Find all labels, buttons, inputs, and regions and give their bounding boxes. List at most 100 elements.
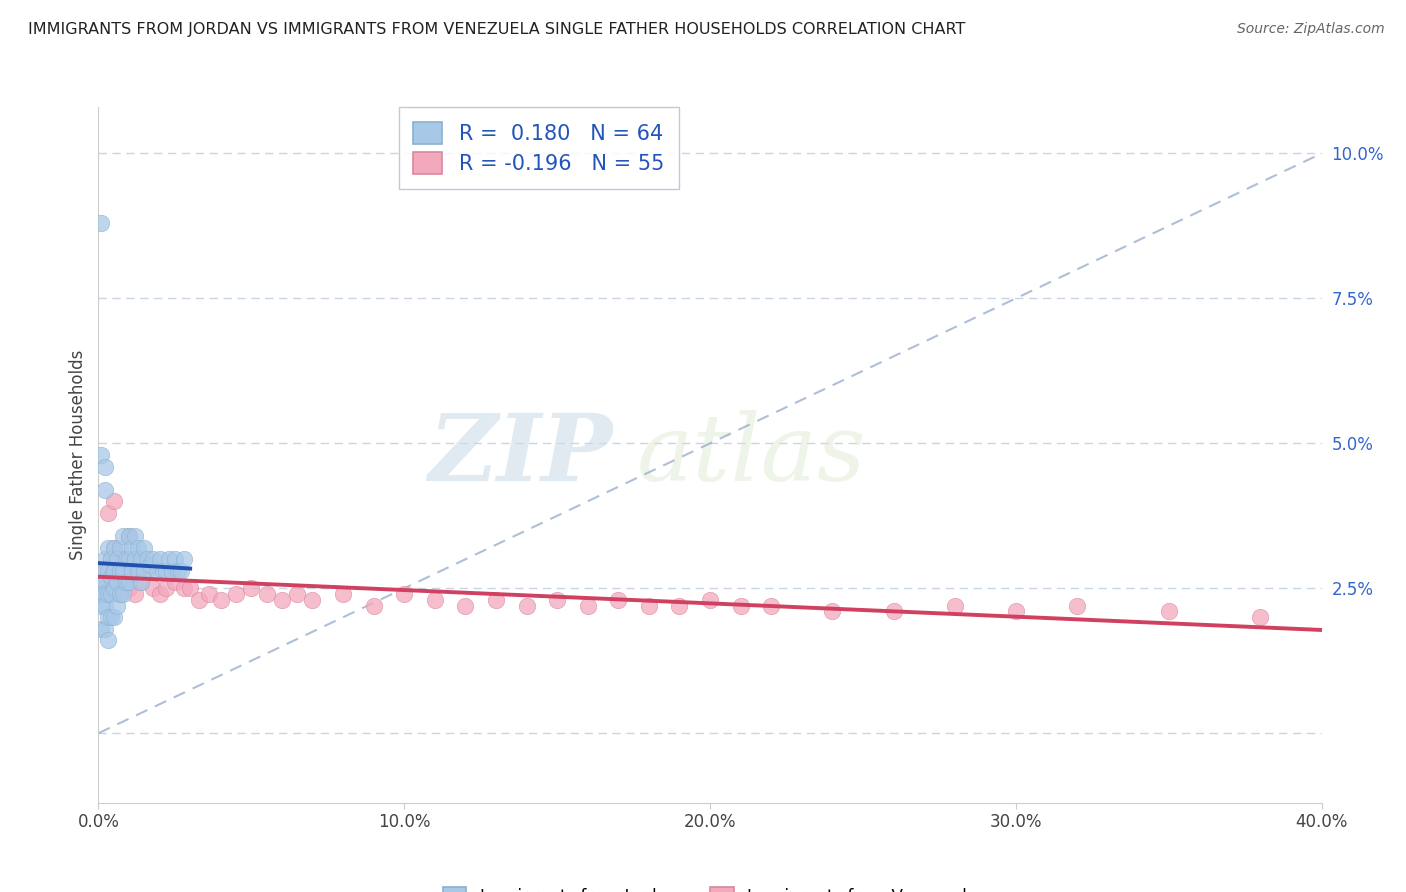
Point [111, 529, 134, 543]
Point [108, 587, 131, 601]
Point [155, 582, 177, 596]
Point [270, 592, 292, 607]
Legend: Immigrants from Jordan, Immigrants from Venezuela: Immigrants from Jordan, Immigrants from … [436, 880, 984, 892]
Point [90, 564, 112, 578]
Point [111, 552, 134, 566]
Point [118, 582, 141, 596]
Point [90, 448, 112, 462]
Point [105, 552, 128, 566]
Point [100, 610, 122, 624]
Point [1004, 605, 1026, 619]
Text: Source: ZipAtlas.com: Source: ZipAtlas.com [1237, 22, 1385, 37]
Point [103, 575, 125, 590]
Point [115, 575, 138, 590]
Point [124, 587, 146, 601]
Point [100, 552, 122, 566]
Point [173, 552, 195, 566]
Point [1249, 610, 1271, 624]
Point [163, 552, 186, 566]
Point [485, 592, 508, 607]
Point [332, 587, 354, 601]
Point [179, 582, 201, 596]
Point [90, 575, 112, 590]
Point [100, 570, 122, 584]
Point [115, 575, 138, 590]
Point [883, 605, 905, 619]
Point [108, 564, 131, 578]
Point [139, 558, 162, 573]
Point [163, 575, 186, 590]
Point [637, 599, 661, 613]
Point [170, 564, 193, 578]
Point [90, 587, 112, 601]
Point [111, 564, 134, 578]
Point [225, 587, 247, 601]
Point [546, 592, 568, 607]
Point [730, 599, 752, 613]
Point [108, 541, 131, 555]
Point [129, 575, 152, 590]
Point [97, 610, 120, 624]
Point [103, 610, 125, 624]
Point [103, 541, 125, 555]
Point [699, 592, 721, 607]
Point [285, 587, 308, 601]
Point [240, 582, 263, 596]
Point [93, 459, 115, 474]
Point [115, 552, 138, 566]
Point [105, 564, 128, 578]
Point [142, 552, 165, 566]
Point [152, 564, 174, 578]
Point [129, 575, 152, 590]
Point [100, 587, 122, 601]
Point [90, 622, 112, 636]
Point [256, 587, 278, 601]
Point [103, 494, 125, 508]
Point [90, 216, 112, 230]
Point [1157, 605, 1180, 619]
Point [127, 541, 149, 555]
Point [90, 599, 112, 613]
Point [97, 564, 120, 578]
Point [118, 529, 141, 543]
Point [157, 552, 180, 566]
Point [173, 582, 195, 596]
Point [93, 622, 115, 636]
Point [93, 575, 115, 590]
Point [134, 541, 156, 555]
Point [142, 582, 165, 596]
Point [136, 552, 159, 566]
Point [118, 552, 141, 566]
Point [97, 506, 120, 520]
Point [97, 587, 120, 601]
Point [93, 587, 115, 601]
Y-axis label: Single Father Households: Single Father Households [69, 350, 87, 560]
Point [149, 587, 172, 601]
Point [97, 633, 120, 648]
Point [668, 599, 690, 613]
Point [160, 564, 183, 578]
Point [93, 552, 115, 566]
Point [103, 541, 125, 555]
Text: ZIP: ZIP [427, 410, 612, 500]
Point [301, 592, 323, 607]
Point [136, 564, 159, 578]
Point [124, 529, 146, 543]
Point [454, 599, 477, 613]
Point [943, 599, 966, 613]
Text: atlas: atlas [637, 410, 866, 500]
Point [103, 582, 125, 596]
Point [93, 575, 115, 590]
Point [188, 592, 211, 607]
Point [576, 599, 599, 613]
Point [129, 552, 152, 566]
Point [145, 564, 167, 578]
Point [423, 592, 446, 607]
Point [118, 529, 141, 543]
Point [93, 564, 115, 578]
Point [124, 552, 146, 566]
Point [197, 587, 219, 601]
Point [121, 541, 143, 555]
Text: IMMIGRANTS FROM JORDAN VS IMMIGRANTS FROM VENEZUELA SINGLE FATHER HOUSEHOLDS COR: IMMIGRANTS FROM JORDAN VS IMMIGRANTS FRO… [28, 22, 966, 37]
Point [93, 483, 115, 497]
